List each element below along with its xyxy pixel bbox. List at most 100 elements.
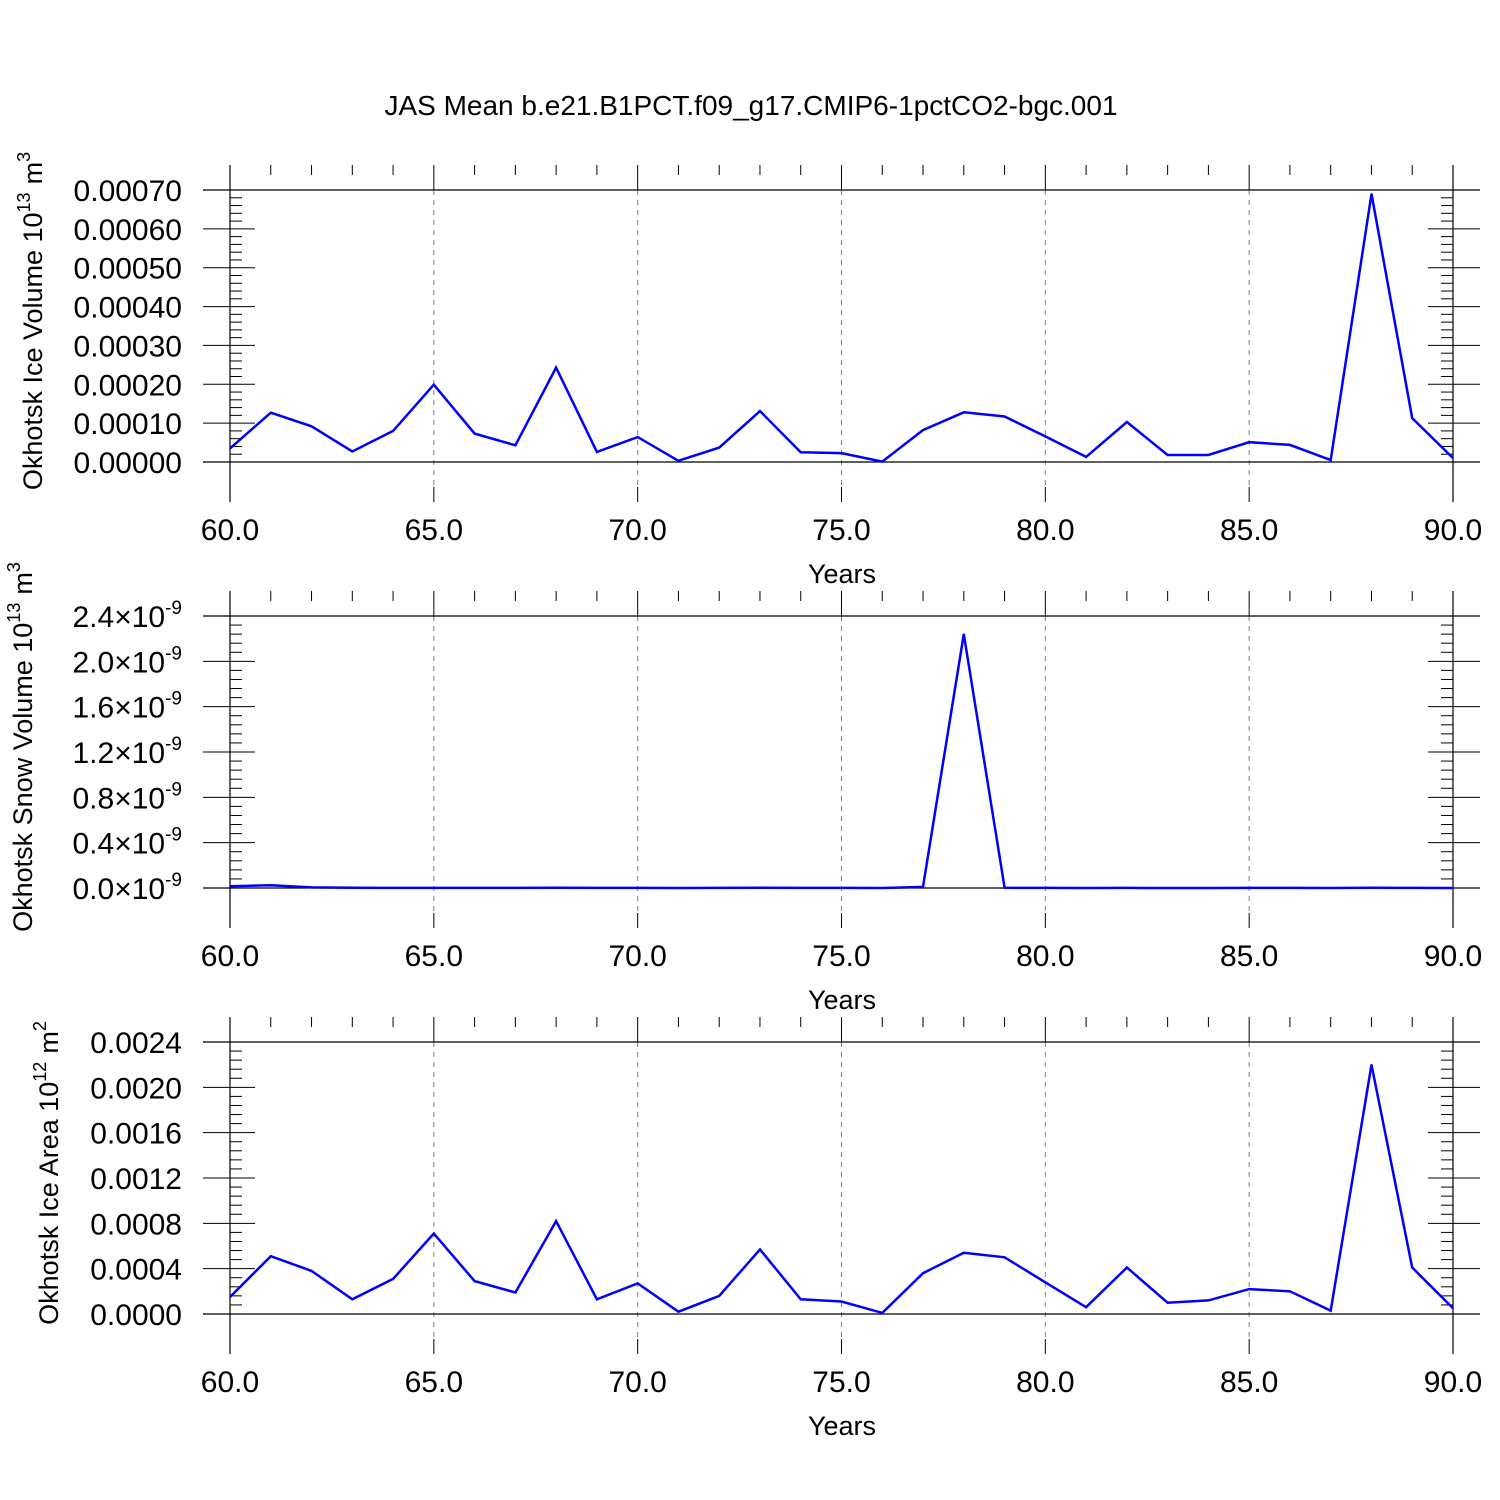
data-point	[1289, 1290, 1291, 1293]
data-point	[1329, 1309, 1332, 1312]
data-point	[1003, 886, 1006, 889]
y-tick-label: 0.00050	[74, 253, 182, 286]
y-tick-label: 0.0004	[90, 1254, 182, 1287]
x-tick-label: 75.0	[812, 514, 870, 547]
data-point	[1370, 193, 1373, 195]
data-point	[1411, 417, 1414, 419]
y-tick-times: ×10	[114, 646, 165, 679]
data-point	[677, 887, 680, 889]
data-point	[1248, 1288, 1250, 1290]
x-tick-label: 85.0	[1220, 514, 1278, 547]
data-point	[840, 887, 843, 889]
x-tick-label: 65.0	[405, 514, 463, 547]
x-tick-label: 80.0	[1016, 514, 1074, 547]
data-point	[1044, 435, 1047, 438]
y-tick-exponent: -9	[165, 779, 182, 800]
y-tick-mantissa: 0.4	[72, 828, 114, 861]
y-tick-label: 2.0×10-9	[72, 643, 182, 679]
data-point	[392, 1278, 394, 1280]
data-point	[555, 886, 557, 889]
data-point	[1452, 457, 1454, 459]
data-point	[269, 884, 272, 886]
y-tick-mantissa: 0.0	[72, 873, 114, 906]
data-point	[229, 885, 231, 888]
data-point	[963, 411, 965, 414]
data-point	[310, 1270, 313, 1272]
y-label-unit-exponent: 2	[30, 1021, 50, 1031]
data-point	[718, 1295, 720, 1297]
data-point	[596, 451, 598, 453]
data-point	[229, 447, 231, 450]
data-point	[1452, 887, 1454, 889]
x-tick-label: 90.0	[1424, 1366, 1482, 1399]
panel-2: 60.0 65.0 70.0 75.0 80.0 85.0 90.00.0×10-90.4×…	[4, 562, 1482, 1015]
x-tick-label: 75.0	[812, 940, 870, 973]
y-label-exponent: 13	[14, 192, 34, 212]
y-tick-label: 0.0024	[90, 1027, 182, 1060]
y-tick-times: ×10	[114, 873, 165, 906]
y-tick-label: 0.00070	[74, 175, 182, 208]
data-point	[1289, 887, 1291, 889]
y-tick-label: 0.0008	[90, 1208, 182, 1241]
y-tick-mantissa: 0.8	[72, 782, 114, 815]
data-point	[433, 887, 435, 889]
data-point	[1085, 1306, 1087, 1308]
data-point	[473, 432, 476, 435]
y-tick-times: ×10	[114, 828, 165, 861]
y-tick-mantissa: 2.0	[72, 646, 114, 679]
y-tick-label: 0.00020	[74, 369, 182, 402]
x-tick-label: 75.0	[812, 1366, 870, 1399]
data-point	[677, 1310, 680, 1313]
y-tick-times: ×10	[114, 601, 165, 634]
y-tick-exponent: -9	[165, 825, 182, 846]
x-tick-label: 80.0	[1016, 1366, 1074, 1399]
chart-title: JAS Mean b.e21.B1PCT.f09_g17.CMIP6-1pctC…	[384, 90, 1117, 121]
y-tick-label: 0.4×10-9	[72, 825, 182, 861]
x-tick-label: 90.0	[1424, 940, 1482, 973]
data-point	[555, 366, 557, 369]
data-point	[473, 1280, 476, 1282]
y-tick-mantissa: 2.4	[72, 601, 114, 634]
data-point	[310, 886, 313, 889]
data-point	[514, 444, 517, 447]
x-tick-label: 65.0	[405, 940, 463, 973]
y-axis-label: Okhotsk Snow Volume 1013 m3	[4, 562, 38, 932]
y-tick-label: 0.0020	[90, 1072, 182, 1105]
y-tick-exponent: -9	[165, 643, 182, 664]
y-label-exponent: 12	[30, 1062, 50, 1082]
data-point	[1452, 1307, 1454, 1310]
y-label-unit: m	[34, 1031, 64, 1054]
y-tick-label: 0.0012	[90, 1163, 182, 1196]
data-point	[392, 430, 394, 432]
y-tick-exponent: -9	[165, 870, 182, 891]
y-tick-label: 0.00000	[74, 447, 182, 480]
data-point	[1329, 887, 1332, 889]
data-point	[759, 1248, 761, 1251]
data-point	[392, 887, 394, 889]
data-point	[1329, 459, 1332, 461]
y-label-text: Okhotsk Snow Volume 10	[8, 623, 38, 932]
x-axis-label: Years	[808, 559, 876, 589]
data-point	[1370, 1063, 1373, 1066]
data-point	[269, 411, 272, 414]
data-point	[677, 460, 680, 462]
data-point	[1411, 887, 1414, 889]
data-point	[351, 1298, 354, 1301]
y-tick-times: ×10	[114, 782, 165, 815]
data-point	[1166, 887, 1169, 889]
x-tick-label: 85.0	[1220, 1366, 1278, 1399]
y-tick-label: 0.00060	[74, 214, 182, 247]
y-tick-label: 1.2×10-9	[72, 734, 182, 770]
data-point	[1207, 454, 1210, 456]
data-point	[351, 886, 354, 889]
data-point	[881, 1312, 884, 1314]
y-tick-mantissa: 1.6	[72, 692, 114, 725]
x-tick-label: 70.0	[608, 940, 666, 973]
data-point	[881, 460, 884, 463]
x-tick-label: 90.0	[1424, 514, 1482, 547]
x-tick-label: 70.0	[608, 1366, 666, 1399]
y-label-unit: m	[18, 162, 48, 185]
x-tick-label: 60.0	[201, 940, 259, 973]
